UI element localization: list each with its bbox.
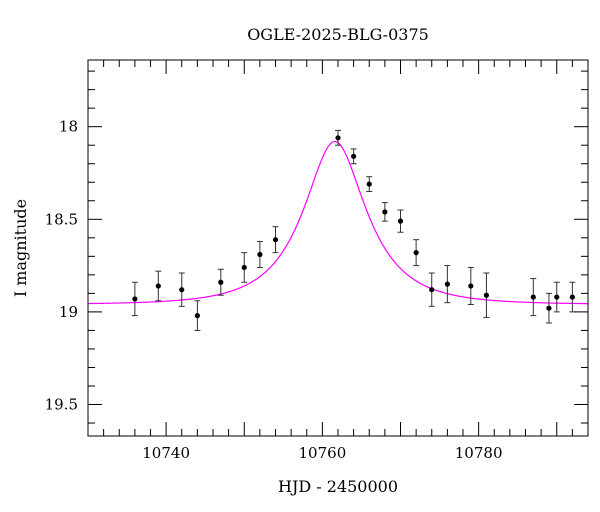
y-tick-label: 19.5 xyxy=(45,396,78,414)
data-point xyxy=(444,281,450,287)
data-point xyxy=(468,283,474,289)
data-point xyxy=(257,251,263,258)
data-point xyxy=(483,292,490,298)
plot-frame xyxy=(87,59,589,437)
data-point xyxy=(179,287,185,293)
data-point xyxy=(351,153,357,159)
y-tick-label: 18 xyxy=(59,118,78,136)
y-axis-label: I magnitude xyxy=(11,199,30,297)
data-point xyxy=(132,296,138,302)
y-tick-labels: 18 18.5 19 19.5 xyxy=(45,118,78,414)
y-tick-label: 19 xyxy=(59,303,78,321)
data-point xyxy=(554,294,560,300)
data-point xyxy=(397,218,404,224)
model-curve xyxy=(88,140,588,305)
x-tick-labels: 10740 10760 10780 xyxy=(142,444,502,462)
data-point xyxy=(366,181,372,187)
x-tick-label: 10780 xyxy=(455,444,503,462)
data-point xyxy=(335,135,341,141)
data-point xyxy=(530,294,536,300)
data-point xyxy=(218,279,224,285)
data-point xyxy=(413,250,419,256)
axis-ticks xyxy=(87,60,589,436)
data-point xyxy=(155,283,161,289)
chart-title: OGLE-2025-BLG-0375 xyxy=(247,25,429,44)
x-tick-label: 10740 xyxy=(142,444,190,462)
data-point xyxy=(429,287,435,293)
data-point xyxy=(241,264,247,271)
data-point xyxy=(569,294,575,300)
x-tick-label: 10760 xyxy=(299,444,347,462)
plot-area xyxy=(88,129,588,331)
data-point xyxy=(194,313,200,319)
x-axis-label: HJD - 2450000 xyxy=(278,477,398,496)
data-point xyxy=(272,237,279,243)
y-tick-label: 18.5 xyxy=(45,210,78,228)
data-point xyxy=(382,209,388,215)
data-point xyxy=(546,305,552,311)
